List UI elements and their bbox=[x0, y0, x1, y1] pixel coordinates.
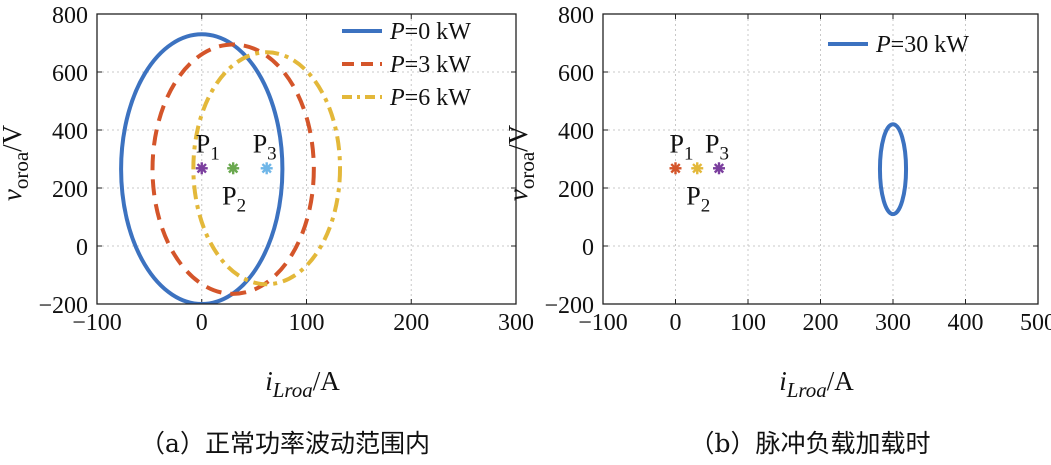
series-ellipse-0 bbox=[119, 32, 285, 304]
point-label-3: P3 bbox=[253, 129, 277, 164]
series-ellipse-0 bbox=[877, 122, 909, 217]
point-marker-3 bbox=[713, 162, 725, 175]
point-label-1: P1 bbox=[670, 129, 694, 164]
point-marker-1 bbox=[195, 162, 208, 175]
point-label-3: P3 bbox=[705, 129, 729, 164]
y-tick-label: 0 bbox=[76, 235, 88, 261]
point-label-1: P1 bbox=[196, 129, 220, 164]
x-tick-label: 0 bbox=[196, 310, 208, 336]
legend-label-0: P=30 kW bbox=[875, 32, 969, 58]
y-axis-title: voroa/V bbox=[503, 124, 539, 201]
x-tick-label: 200 bbox=[803, 310, 839, 336]
y-tick-label: 400 bbox=[558, 119, 594, 145]
y-tick-label: 800 bbox=[52, 3, 88, 29]
legend-label-0: P=0 kW bbox=[389, 19, 471, 45]
plot-frame bbox=[96, 13, 517, 305]
x-axis-title: iLroa/A bbox=[265, 366, 340, 402]
chart-panel-b: −100 0 100 200 300 400 500 −200 0 200 400 600 800 P1 P… bbox=[503, 3, 1051, 458]
series-ellipse-2 bbox=[191, 50, 343, 287]
chart-caption: （a）正常功率波动范围内 bbox=[140, 429, 430, 458]
y-tick-label: 800 bbox=[558, 3, 594, 29]
x-tick-label: 300 bbox=[498, 310, 534, 336]
x-axis-title: iLroa/A bbox=[779, 366, 854, 402]
y-tick-label: 600 bbox=[52, 61, 88, 87]
y-tick-label: −200 bbox=[38, 293, 88, 319]
x-tick-label: 100 bbox=[289, 310, 325, 336]
point-marker-1 bbox=[669, 162, 682, 175]
y-tick-label: 200 bbox=[52, 177, 88, 203]
point-marker-2 bbox=[227, 162, 240, 175]
point-label-2: P2 bbox=[222, 181, 246, 216]
plot-frame bbox=[602, 13, 1039, 305]
y-tick-label: 400 bbox=[52, 119, 88, 145]
point-marker-2 bbox=[691, 162, 704, 175]
x-tick-label: 400 bbox=[948, 310, 984, 336]
y-tick-label: 600 bbox=[558, 61, 594, 87]
y-tick-label: 200 bbox=[558, 177, 594, 203]
y-axis-title: voroa/V bbox=[0, 124, 33, 201]
x-tick-label: 500 bbox=[1020, 310, 1051, 336]
x-tick-label: 0 bbox=[670, 310, 682, 336]
x-tick-label: −100 bbox=[72, 310, 122, 336]
x-tick-label: 200 bbox=[393, 310, 429, 336]
y-tick-label: −200 bbox=[544, 293, 594, 319]
legend-label-1: P=3 kW bbox=[389, 52, 471, 78]
point-label-2: P2 bbox=[686, 181, 710, 216]
x-tick-label: 300 bbox=[875, 310, 911, 336]
series-ellipse-1 bbox=[150, 42, 316, 296]
x-tick-label: −100 bbox=[578, 310, 628, 336]
y-tick-label: 0 bbox=[582, 235, 594, 261]
legend-label-2: P=6 kW bbox=[389, 85, 471, 111]
x-tick-label: 100 bbox=[730, 310, 766, 336]
chart-caption: （b）脉冲负载加载时 bbox=[689, 429, 930, 458]
point-marker-3 bbox=[260, 162, 273, 175]
